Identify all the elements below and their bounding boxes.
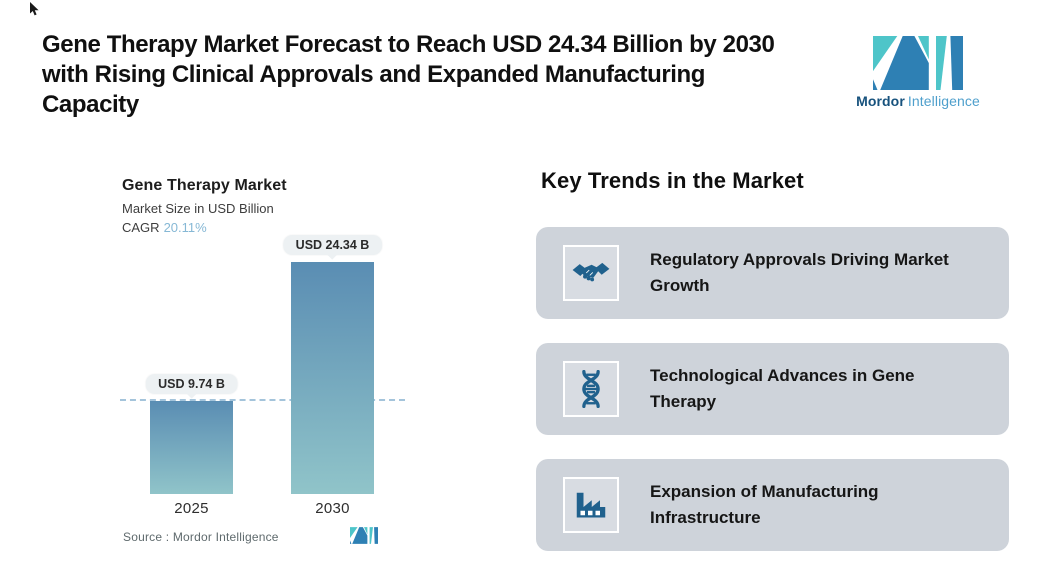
trend-card-technological-advances: Technological Advances in Gene Therapy	[536, 343, 1009, 435]
value-label-2030: USD 24.34 B	[282, 235, 383, 255]
brand-logo: Mordor Intelligence	[852, 36, 984, 109]
value-label-2025: USD 9.74 B	[145, 374, 238, 394]
reference-dashed-line	[120, 399, 405, 401]
brand-wordmark: Mordor Intelligence	[852, 93, 984, 109]
trend-card-icon-box	[563, 361, 619, 417]
cagr-label: CAGR	[122, 220, 160, 235]
chart-title: Gene Therapy Market	[122, 177, 287, 194]
bar-rect-2025	[150, 401, 233, 494]
value-label-2030-text: USD 24.34 B	[295, 238, 370, 252]
bar-group-2030: USD 24.34 B 2030	[282, 235, 383, 517]
trend-card-manufacturing-expansion: Expansion of Manufacturing Infrastructur…	[536, 459, 1009, 551]
page-title: Gene Therapy Market Forecast to Reach US…	[42, 30, 862, 120]
bar-group-2025: USD 9.74 B 2025	[145, 240, 238, 517]
trend-card-label: Regulatory Approvals Driving Market Grow…	[650, 250, 949, 295]
trend-card-label: Expansion of Manufacturing Infrastructur…	[650, 482, 879, 527]
trend-card-regulatory-approvals: Regulatory Approvals Driving Market Grow…	[536, 227, 1009, 319]
handshake-icon	[572, 262, 610, 282]
factory-icon	[576, 492, 606, 517]
title-line-3: Capacity	[42, 91, 139, 118]
source-note: Source : Mordor Intelligence	[123, 530, 279, 544]
chart-cagr: CAGR 20.11%	[122, 220, 207, 235]
bar-chart-plot: USD 9.74 B 2025 USD 24.34 B 2030	[120, 235, 405, 517]
title-line-1: Gene Therapy Market Forecast to Reach US…	[42, 31, 775, 58]
trend-card-label: Technological Advances in Gene Therapy	[650, 366, 915, 411]
trend-card-icon-box	[563, 245, 619, 301]
dna-icon	[582, 370, 600, 408]
trend-card-icon-box	[563, 477, 619, 533]
title-line-2: with Rising Clinical Approvals and Expan…	[42, 61, 706, 88]
chart-subtitle: Market Size in USD Billion	[122, 201, 274, 216]
x-tick-2025: 2025	[174, 500, 209, 517]
brand-name-secondary: Intelligence	[907, 93, 980, 109]
cagr-value: 20.11%	[163, 220, 207, 235]
mordor-intelligence-m-mark-small-icon	[350, 527, 378, 544]
mordor-intelligence-m-mark-icon	[873, 36, 963, 90]
mouse-cursor	[30, 2, 39, 16]
trends-heading: Key Trends in the Market	[541, 168, 804, 193]
bar-rect-2030	[291, 262, 374, 494]
brand-name-primary: Mordor	[856, 93, 905, 109]
x-tick-2030: 2030	[315, 500, 350, 517]
value-label-2025-text: USD 9.74 B	[158, 377, 225, 391]
